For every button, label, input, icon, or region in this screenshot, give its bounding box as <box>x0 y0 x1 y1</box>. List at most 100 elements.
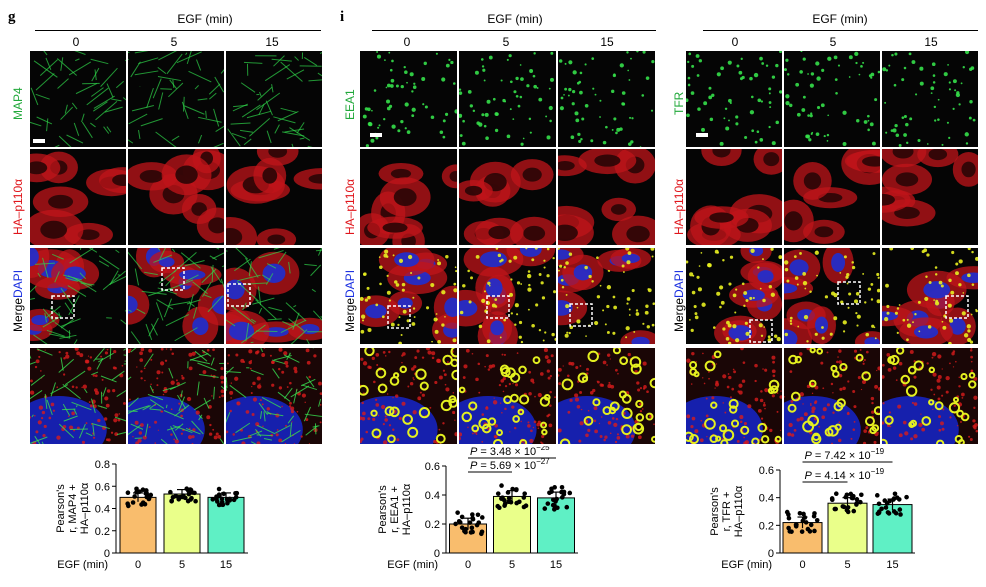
data-point <box>521 495 526 500</box>
red-micrograph-tile <box>30 149 126 245</box>
data-point <box>786 512 791 517</box>
merge-micrograph-tile <box>558 248 655 344</box>
timepoint-label: 0 <box>725 35 745 49</box>
merge-label-text: Merge <box>343 298 357 332</box>
data-point <box>480 529 485 534</box>
data-point <box>833 507 838 512</box>
x-tick-label: 15 <box>220 559 232 571</box>
scale-bar <box>370 133 382 137</box>
timepoint-label: 0 <box>397 35 417 49</box>
data-point <box>904 495 909 500</box>
micrograph-image <box>686 51 782 147</box>
data-point <box>509 500 514 505</box>
merge-label-text: Merge <box>11 298 25 332</box>
merge-micrograph-tile <box>30 248 126 344</box>
data-point <box>875 493 880 498</box>
merge-micrograph-tile <box>686 248 782 344</box>
data-point <box>834 491 839 496</box>
merge-micrograph-tile <box>226 248 322 344</box>
data-point <box>567 491 572 496</box>
data-point <box>168 490 173 495</box>
data-point <box>141 500 146 505</box>
data-point <box>854 502 859 507</box>
micrograph-image <box>128 51 224 147</box>
green-micrograph-tile <box>360 51 457 147</box>
row-label-ha: HA–p110α <box>11 179 25 235</box>
data-point <box>187 492 192 497</box>
y-tick-label: 0.8 <box>95 459 110 471</box>
data-point <box>480 515 485 520</box>
micrograph-image <box>360 248 457 344</box>
data-point <box>806 527 811 532</box>
micrograph-image <box>128 149 224 245</box>
zoom-micrograph-tile <box>686 348 782 444</box>
y-axis-label: r, MAP4 + <box>67 484 79 533</box>
dapi-label-text: DAPI <box>11 270 25 298</box>
y-axis-label: Pearson's <box>709 487 721 536</box>
y-tick-label: 0.2 <box>759 520 774 532</box>
micrograph-image <box>882 248 978 344</box>
data-point <box>476 520 481 525</box>
y-tick-label: 0.6 <box>425 461 440 473</box>
egf-title: EGF (min) <box>130 12 280 26</box>
data-point <box>217 487 222 492</box>
x-tick-label: 5 <box>509 559 515 571</box>
timepoint-label: 15 <box>262 35 282 49</box>
red-micrograph-tile <box>686 149 782 245</box>
micrograph-image <box>686 348 782 444</box>
y-axis-label: r, TFR + <box>721 492 733 532</box>
data-point <box>221 492 226 497</box>
merge-micrograph-tile <box>360 248 457 344</box>
green-micrograph-tile <box>30 51 126 147</box>
data-point <box>893 491 898 496</box>
merge-micrograph-tile <box>128 248 224 344</box>
y-tick-label: 0.2 <box>425 519 440 531</box>
micrograph-image <box>558 51 655 147</box>
micrograph-image <box>30 149 126 245</box>
micrograph-image <box>784 51 880 147</box>
data-point <box>787 529 792 534</box>
micrograph-image <box>459 348 556 444</box>
data-point <box>898 512 903 517</box>
row-label-ha: HA–p110α <box>343 179 357 235</box>
timepoint-label: 15 <box>921 35 941 49</box>
data-point <box>132 494 137 499</box>
scale-bar <box>696 133 708 137</box>
data-point <box>812 529 817 534</box>
data-point <box>476 512 481 517</box>
data-point <box>894 511 899 516</box>
micrograph-image <box>882 51 978 147</box>
data-point <box>232 498 237 503</box>
data-point <box>855 497 860 502</box>
micrograph-image <box>686 149 782 245</box>
data-point <box>186 499 191 504</box>
row-label-marker: TFR <box>672 92 686 115</box>
red-micrograph-tile <box>882 149 978 245</box>
scale-bar <box>33 139 45 143</box>
timepoint-label: 15 <box>597 35 617 49</box>
timepoint-label: 5 <box>164 35 184 49</box>
panel-letter: i <box>340 9 344 26</box>
micrograph-image <box>882 149 978 245</box>
data-point <box>551 497 556 502</box>
row-label-marker: EEA1 <box>343 89 357 120</box>
micrograph-image <box>128 248 224 344</box>
micrograph-image <box>226 248 322 344</box>
x-tick-label: 15 <box>550 559 562 571</box>
zoom-micrograph-tile <box>558 348 655 444</box>
bar <box>208 497 244 553</box>
data-point <box>144 491 149 496</box>
micrograph-image <box>882 348 978 444</box>
x-tick-label: 0 <box>799 559 805 571</box>
y-tick-label: 0.2 <box>95 526 110 538</box>
data-point <box>886 510 891 515</box>
data-point <box>546 501 551 506</box>
merge-micrograph-tile <box>784 248 880 344</box>
egf-bracket-line <box>372 30 656 31</box>
data-point <box>470 530 475 535</box>
data-point <box>497 505 502 510</box>
bar <box>120 497 156 553</box>
y-tick-label: 0.6 <box>95 481 110 493</box>
